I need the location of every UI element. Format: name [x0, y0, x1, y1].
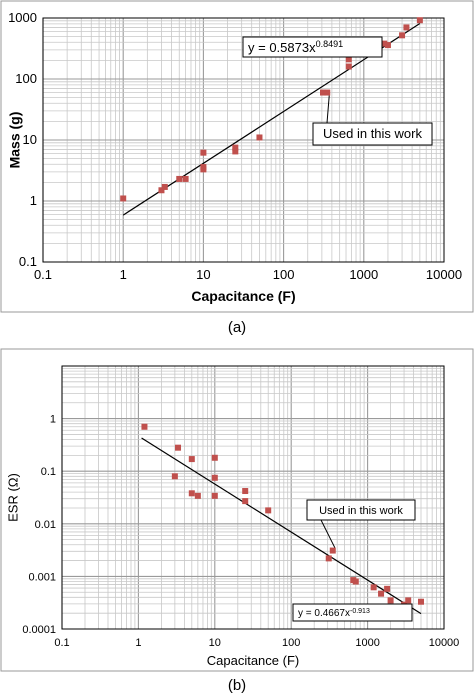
panel-a-equation: y = 0.5873x0.8491 — [248, 39, 343, 55]
data-point — [405, 597, 412, 604]
x-tick-label: 100 — [282, 637, 300, 649]
x-tick-label: 0.1 — [34, 267, 52, 282]
data-point — [188, 456, 195, 463]
panel-a-annotation-arrow — [326, 95, 330, 124]
data-point — [171, 473, 178, 480]
x-tick-label: 1000 — [355, 637, 379, 649]
panel-b-equation-frame — [292, 603, 413, 622]
data-point — [161, 183, 168, 190]
data-point — [200, 164, 207, 171]
data-point — [211, 474, 218, 481]
panel-a-points — [120, 17, 423, 202]
data-point — [232, 148, 239, 155]
data-point — [242, 498, 249, 505]
data-point — [381, 40, 388, 47]
data-point — [325, 555, 332, 562]
data-point — [384, 585, 391, 592]
x-tick-label: 100 — [273, 267, 295, 282]
panel-a-plot-area — [42, 17, 445, 263]
data-point — [120, 195, 127, 202]
x-tick-label: 1000 — [349, 267, 378, 282]
panel-a-y-ticks: 0.1 1 10 100 1000 — [8, 10, 37, 269]
data-point — [345, 56, 352, 63]
panel-b-annotation-frame — [306, 499, 416, 521]
data-point — [188, 490, 195, 497]
data-point — [399, 32, 406, 39]
panel-b-label: (b) — [228, 677, 246, 694]
panel-a-equation-base: y = 0.5873x — [248, 40, 316, 55]
data-point — [242, 488, 249, 495]
x-tick-label: 0.1 — [54, 637, 69, 649]
panel-a-equation-exponent: 0.8491 — [316, 39, 344, 49]
data-point — [194, 492, 201, 499]
panel-a-equation-frame — [242, 36, 383, 58]
panel-b-plot-area — [61, 365, 445, 630]
y-tick-label: 0.01 — [35, 519, 56, 531]
data-point — [418, 598, 425, 605]
panel-b-annotation: Used in this work — [306, 499, 416, 548]
x-tick-label: 10 — [209, 637, 221, 649]
data-point — [416, 17, 423, 24]
panel-a-equation-box: y = 0.5873x0.8491 — [242, 36, 383, 58]
x-tick-label: 10 — [196, 267, 210, 282]
y-tick-label: 0.001 — [28, 571, 56, 583]
data-point — [141, 423, 148, 430]
panel-a-annotation-label: Used in this work — [323, 126, 422, 141]
panel-b-y-ticks: 0.0001 0.001 0.01 0.1 1 — [22, 414, 56, 636]
panel-a-frame — [0, 0, 474, 313]
x-tick-label: 1 — [120, 267, 127, 282]
data-point — [211, 454, 218, 461]
data-point — [370, 584, 377, 591]
panel-b-equation: y = 0.4667x-0.913 — [298, 608, 370, 620]
panel-b-x-axis-label: Capacitance (F) — [207, 653, 299, 668]
data-point — [158, 187, 165, 194]
panel-b-equation-exponent: -0.913 — [350, 608, 370, 615]
panel-b-annotation-arrow — [320, 519, 336, 548]
data-point — [384, 42, 391, 49]
x-tick-label: 10000 — [426, 267, 462, 282]
panel-b-points — [141, 423, 425, 608]
y-tick-label: 1 — [50, 414, 56, 426]
data-point — [182, 175, 189, 182]
data-point — [352, 578, 359, 585]
panel-a-y-axis-label: Mass (g) — [7, 112, 23, 169]
data-point — [176, 175, 183, 182]
panel-b-annotation-label: Used in this work — [319, 505, 403, 517]
panel-a-annotation: Used in this work — [312, 95, 433, 146]
y-tick-label: 0.1 — [19, 254, 37, 269]
data-point — [378, 590, 385, 597]
data-point — [324, 89, 331, 96]
y-tick-label: 10 — [23, 132, 37, 147]
data-point — [345, 63, 352, 70]
panel-a-x-axis-label: Capacitance (F) — [191, 288, 295, 304]
data-point — [232, 144, 239, 151]
data-point — [175, 444, 182, 451]
panel-a-label: (a) — [228, 319, 246, 336]
data-point — [387, 597, 394, 604]
data-point — [403, 24, 410, 31]
panel-a-annotation-frame — [312, 122, 433, 146]
x-tick-label: 10000 — [429, 637, 460, 649]
y-tick-label: 0.1 — [41, 466, 56, 478]
panel-b-equation-base: y = 0.4667x — [298, 608, 350, 619]
x-tick-label: 1 — [135, 637, 141, 649]
data-point — [211, 492, 218, 499]
y-tick-label: 100 — [15, 71, 37, 86]
data-point — [256, 134, 263, 141]
data-point — [329, 547, 336, 554]
panel-b-y-axis-label: ESR (Ω) — [5, 473, 20, 522]
y-tick-label: 0.0001 — [22, 624, 56, 636]
panel-a-x-ticks: 0.1 1 10 100 1000 10000 — [34, 267, 462, 282]
data-point — [265, 507, 272, 514]
data-point — [200, 149, 207, 156]
data-point — [320, 89, 327, 96]
y-tick-label: 1000 — [8, 10, 37, 25]
panel-b-x-ticks: 0.1 1 10 100 1000 10000 — [54, 637, 459, 649]
y-tick-label: 1 — [30, 193, 37, 208]
panel-a: 0.1 1 10 100 1000 10000 0.1 1 10 100 1000 Capacit… — [0, 0, 474, 313]
panel-b: 0.1 1 10 100 1000 10000 0.0001 0.001 0.01 0.1 1 C… — [0, 348, 474, 672]
panel-b-equation-box: y = 0.4667x-0.913 — [292, 603, 413, 622]
